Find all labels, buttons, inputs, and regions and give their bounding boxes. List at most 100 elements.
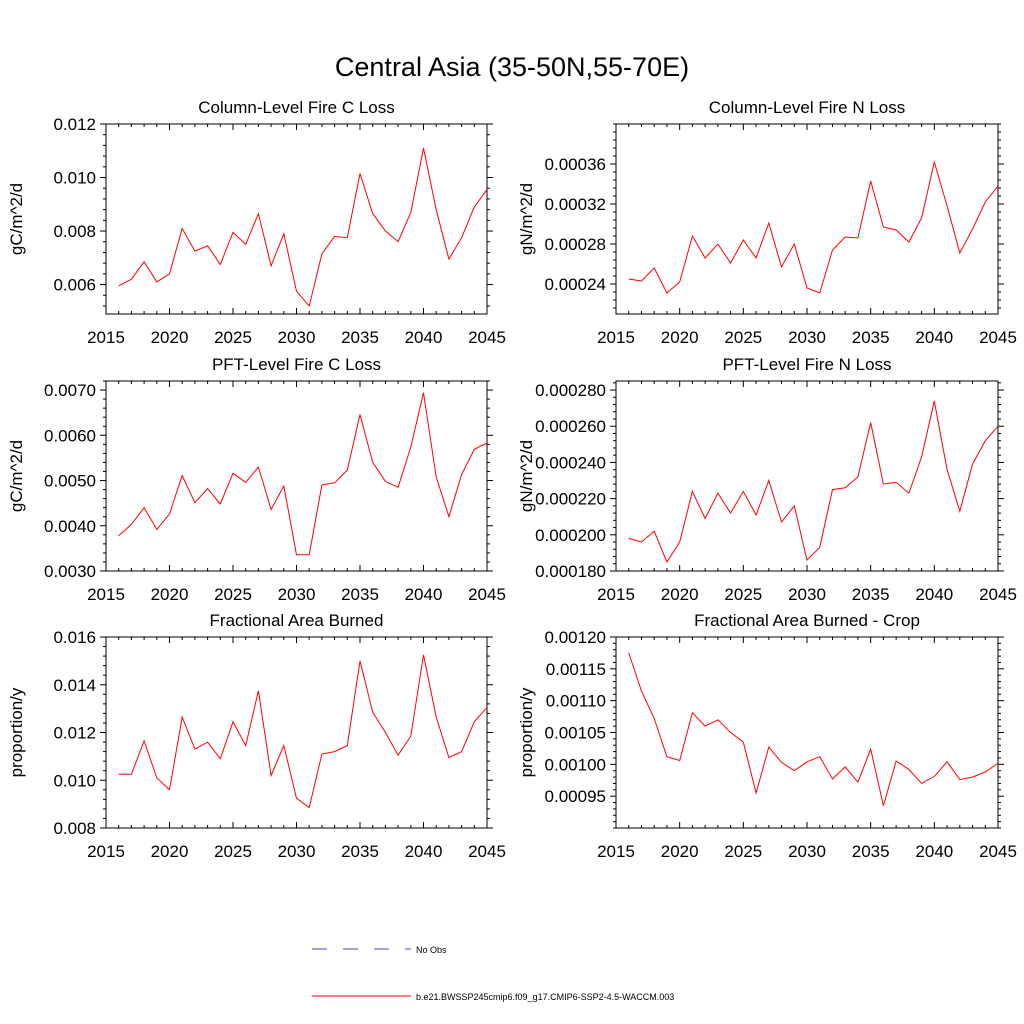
data-point	[882, 804, 885, 807]
x-tick-label: 2025	[724, 842, 762, 861]
data-point	[895, 760, 898, 763]
data-point	[818, 755, 821, 758]
data-point	[257, 212, 260, 215]
data-point	[168, 272, 171, 275]
panel-6: Fractional Area Burned - Crop proportion/…	[517, 611, 1017, 861]
data-point	[181, 474, 184, 477]
panel-title: Column-Level Fire C Loss	[198, 98, 395, 117]
x-tick-label: 2020	[661, 585, 699, 604]
data-point	[130, 773, 133, 776]
data-point	[780, 521, 783, 524]
data-point	[997, 762, 1000, 765]
plot-frame	[105, 380, 488, 572]
x-tick-label: 2025	[214, 328, 252, 347]
data-point	[933, 775, 936, 778]
data-point	[691, 490, 694, 493]
panel-2: Column-Level Fire N Loss gN/m^2/d 2015 2020…	[517, 98, 1017, 347]
x-tick-label: 2035	[341, 328, 379, 347]
panel-title: Column-Level Fire N Loss	[709, 98, 906, 117]
data-point	[869, 421, 872, 424]
data-point	[486, 441, 489, 444]
data-point	[640, 541, 643, 544]
data-point	[435, 475, 438, 478]
data-point	[219, 757, 222, 760]
y-tick-label: 0.010	[53, 771, 96, 790]
x-tick-label: 2035	[852, 842, 890, 861]
data-point	[155, 776, 158, 779]
data-point	[473, 720, 476, 723]
x-tick-label: 2040	[915, 585, 953, 604]
data-point	[933, 161, 936, 164]
x-tick-label: 2015	[87, 585, 125, 604]
data-point	[831, 777, 834, 780]
data-point	[716, 243, 719, 246]
data-point	[117, 534, 120, 537]
data-point	[729, 512, 732, 515]
x-tick-label: 2025	[724, 328, 762, 347]
data-point	[856, 781, 859, 784]
data-point	[219, 503, 222, 506]
data-point	[767, 746, 770, 749]
data-point	[742, 239, 745, 242]
x-tick-label: 2015	[597, 585, 635, 604]
data-point	[678, 541, 681, 544]
data-point	[920, 217, 923, 220]
plot-frame	[615, 380, 999, 572]
data-point	[206, 244, 209, 247]
data-point	[117, 284, 120, 287]
data-point	[117, 773, 120, 776]
data-point	[946, 760, 949, 763]
y-axis-label: proportion/y	[517, 687, 536, 777]
data-point	[409, 211, 412, 214]
y-tick-label: 0.008	[53, 222, 96, 241]
legend-no-obs-label: No Obs	[416, 945, 447, 955]
legend-model-run-label: b.e21.BWSSP245cmip6.f09_g17.CMIP6-SSP2-4…	[416, 992, 674, 1002]
data-point	[168, 513, 171, 516]
data-point	[282, 484, 285, 487]
data-point	[818, 292, 821, 295]
y-tick-label: 0.00110	[546, 692, 606, 711]
x-tick-label: 2015	[87, 328, 125, 347]
y-tick-label: 0.000180	[535, 562, 606, 581]
data-point	[665, 292, 668, 295]
data-point	[320, 484, 323, 487]
panel-5: Fractional Area Burned proportion/y 2015 20…	[7, 611, 506, 861]
data-point	[447, 756, 450, 759]
data-point	[346, 744, 349, 747]
data-point	[729, 731, 732, 734]
x-tick-label: 2030	[788, 328, 826, 347]
data-point	[460, 473, 463, 476]
data-point	[193, 748, 196, 751]
data-point	[308, 304, 311, 307]
data-point	[844, 236, 847, 239]
data-point	[869, 748, 872, 751]
data-point	[984, 770, 987, 773]
x-tick-label: 2015	[87, 842, 125, 861]
data-point	[793, 243, 796, 246]
data-point	[997, 185, 1000, 188]
data-point	[435, 715, 438, 718]
data-point	[780, 761, 783, 764]
x-tick-label: 2045	[979, 842, 1017, 861]
data-point	[806, 287, 809, 290]
data-point	[665, 755, 668, 758]
data-point	[308, 553, 311, 556]
data-point	[155, 528, 158, 531]
y-axis-label: gC/m^2/d	[7, 183, 26, 255]
data-point	[143, 739, 146, 742]
data-point	[755, 791, 758, 794]
data-point	[193, 501, 196, 504]
data-point	[359, 413, 362, 416]
data-point	[920, 456, 923, 459]
data-point	[653, 717, 656, 720]
series-line-1	[628, 160, 999, 294]
x-tick-label: 2020	[661, 842, 699, 861]
series-line-1	[628, 652, 999, 806]
data-point	[946, 205, 949, 208]
data-point	[742, 741, 745, 744]
data-point	[627, 651, 630, 654]
data-point	[486, 706, 489, 709]
panels-group: Column-Level Fire C Loss gC/m^2/d 2015 2020…	[7, 98, 1017, 861]
y-tick-label: 0.000260	[535, 417, 606, 436]
x-tick-label: 2015	[597, 842, 635, 861]
